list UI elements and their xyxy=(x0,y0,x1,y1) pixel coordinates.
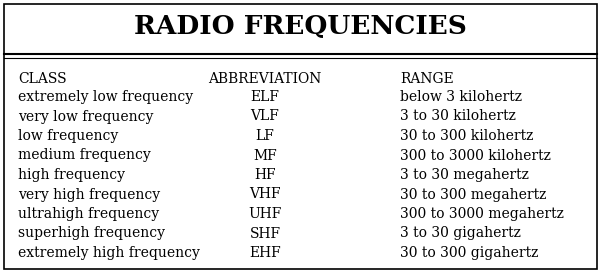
Text: SHF: SHF xyxy=(249,227,281,241)
Text: VHF: VHF xyxy=(249,188,281,201)
Text: CLASS: CLASS xyxy=(18,72,67,86)
Text: 3 to 30 kilohertz: 3 to 30 kilohertz xyxy=(400,109,516,123)
Text: MF: MF xyxy=(253,149,277,162)
Text: medium frequency: medium frequency xyxy=(18,149,151,162)
Text: VLF: VLF xyxy=(251,109,279,123)
Text: 300 to 3000 kilohertz: 300 to 3000 kilohertz xyxy=(400,149,551,162)
Text: ABBREVIATION: ABBREVIATION xyxy=(209,72,322,86)
Text: UHF: UHF xyxy=(248,207,282,221)
Text: extremely low frequency: extremely low frequency xyxy=(18,90,193,104)
Text: 30 to 300 megahertz: 30 to 300 megahertz xyxy=(400,188,546,201)
Text: 30 to 300 kilohertz: 30 to 300 kilohertz xyxy=(400,129,533,143)
Text: 3 to 30 gigahertz: 3 to 30 gigahertz xyxy=(400,227,521,241)
Text: very high frequency: very high frequency xyxy=(18,188,160,201)
Text: high frequency: high frequency xyxy=(18,168,125,182)
Text: 300 to 3000 megahertz: 300 to 3000 megahertz xyxy=(400,207,564,221)
Text: EHF: EHF xyxy=(249,246,281,260)
Text: very low frequency: very low frequency xyxy=(18,109,153,123)
Text: low frequency: low frequency xyxy=(18,129,118,143)
Text: 3 to 30 megahertz: 3 to 30 megahertz xyxy=(400,168,529,182)
Text: 30 to 300 gigahertz: 30 to 300 gigahertz xyxy=(400,246,538,260)
Text: superhigh frequency: superhigh frequency xyxy=(18,227,165,241)
Text: RANGE: RANGE xyxy=(400,72,454,86)
Text: below 3 kilohertz: below 3 kilohertz xyxy=(400,90,522,104)
Text: ELF: ELF xyxy=(251,90,279,104)
Text: ultrahigh frequency: ultrahigh frequency xyxy=(18,207,159,221)
Text: LF: LF xyxy=(255,129,275,143)
Text: extremely high frequency: extremely high frequency xyxy=(18,246,200,260)
Text: HF: HF xyxy=(254,168,276,182)
Text: RADIO FREQUENCIES: RADIO FREQUENCIES xyxy=(134,14,467,40)
